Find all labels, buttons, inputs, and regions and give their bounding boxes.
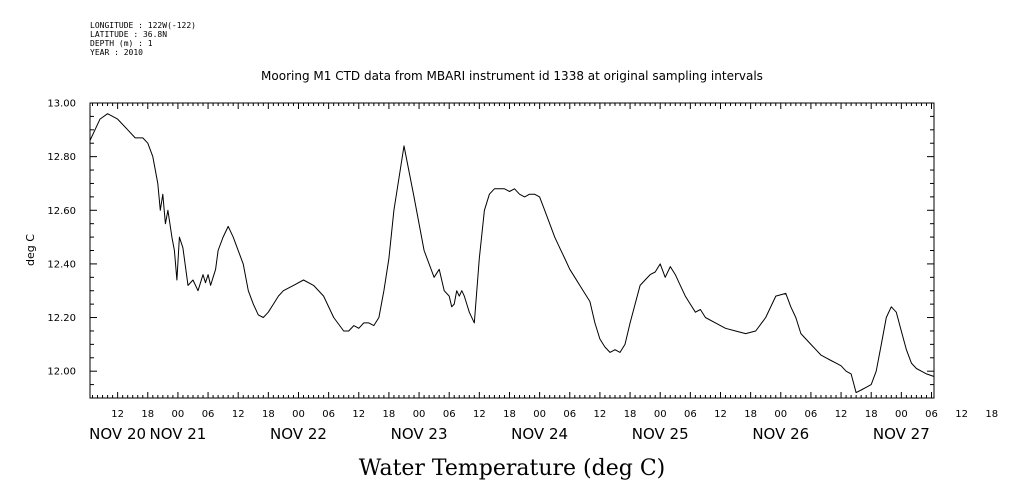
x-hour-label: 00: [292, 409, 305, 420]
x-hour-label: 18: [865, 409, 878, 420]
x-hour-label: 18: [985, 409, 998, 420]
x-hour-label: 00: [413, 409, 426, 420]
x-hour-label: 12: [594, 409, 607, 420]
x-day-label: NOV 20: [89, 425, 146, 443]
x-hour-label: 12: [232, 409, 245, 420]
y-tick-label: 12.60: [47, 206, 76, 217]
chart-title: Mooring M1 CTD data from MBARI instrumen…: [261, 69, 763, 83]
x-day-label: NOV 23: [391, 425, 448, 443]
x-hour-label: 18: [383, 409, 396, 420]
y-tick-label: 13.00: [47, 99, 76, 110]
y-axis: 12.00 12.20 12.40 12.60 12.80 13.00: [47, 99, 934, 386]
x-day-label: NOV 21: [149, 425, 206, 443]
year-label: YEAR : 2010: [90, 48, 143, 57]
x-hour-label: 06: [322, 409, 335, 420]
x-day-label: NOV 22: [270, 425, 327, 443]
latitude-label: LATITUDE : 36.8N: [90, 30, 168, 39]
x-hour-label: 18: [141, 409, 154, 420]
x-hour-label: 06: [563, 409, 576, 420]
temperature-series-line: [89, 113, 935, 394]
x-hour-label: 06: [684, 409, 697, 420]
x-day-label: NOV 25: [632, 425, 689, 443]
y-tick-label: 12.00: [47, 367, 76, 378]
x-hour-label: 00: [533, 409, 546, 420]
x-hour-label: 00: [895, 409, 908, 420]
x-day-label: NOV 27: [873, 425, 930, 443]
x-hour-label: 12: [714, 409, 727, 420]
x-hour-label: 18: [744, 409, 757, 420]
series-layer: [89, 113, 935, 394]
x-hour-label: 00: [774, 409, 787, 420]
x-hour-label: 18: [262, 409, 275, 420]
metadata-block: LONGITUDE : 122W(-122) LATITUDE : 36.8N …: [90, 21, 196, 57]
plot-frame: [89, 102, 935, 399]
x-hour-label: 06: [925, 409, 938, 420]
y-axis-label: deg C: [24, 234, 37, 266]
y-tick-label: 12.80: [47, 152, 76, 163]
x-hour-label: 00: [654, 409, 667, 420]
depth-label: DEPTH (m) : 1: [90, 39, 153, 48]
x-axis-label: Water Temperature (deg C): [359, 456, 666, 481]
x-hour-label: 18: [624, 409, 637, 420]
x-hour-label: 00: [172, 409, 185, 420]
x-hour-label: 06: [443, 409, 456, 420]
x-day-label: NOV 26: [752, 425, 809, 443]
x-day-label: NOV 24: [511, 425, 568, 443]
x-hour-label: 18: [503, 409, 516, 420]
x-hour-label: 12: [955, 409, 968, 420]
x-hour-label: 06: [202, 409, 215, 420]
x-hour-label: 12: [473, 409, 486, 420]
y-tick-label: 12.20: [47, 313, 76, 324]
x-hour-label: 12: [352, 409, 365, 420]
x-hour-label: 12: [111, 409, 124, 420]
x-axis: 12 18 00 06 12 18 00 06 12 18 00 06 12 18 00 06 12 18 00 06…: [89, 103, 998, 443]
longitude-label: LONGITUDE : 122W(-122): [90, 21, 196, 30]
x-hour-label: 12: [835, 409, 848, 420]
y-tick-label: 12.40: [47, 259, 76, 270]
x-hour-label: 06: [805, 409, 818, 420]
